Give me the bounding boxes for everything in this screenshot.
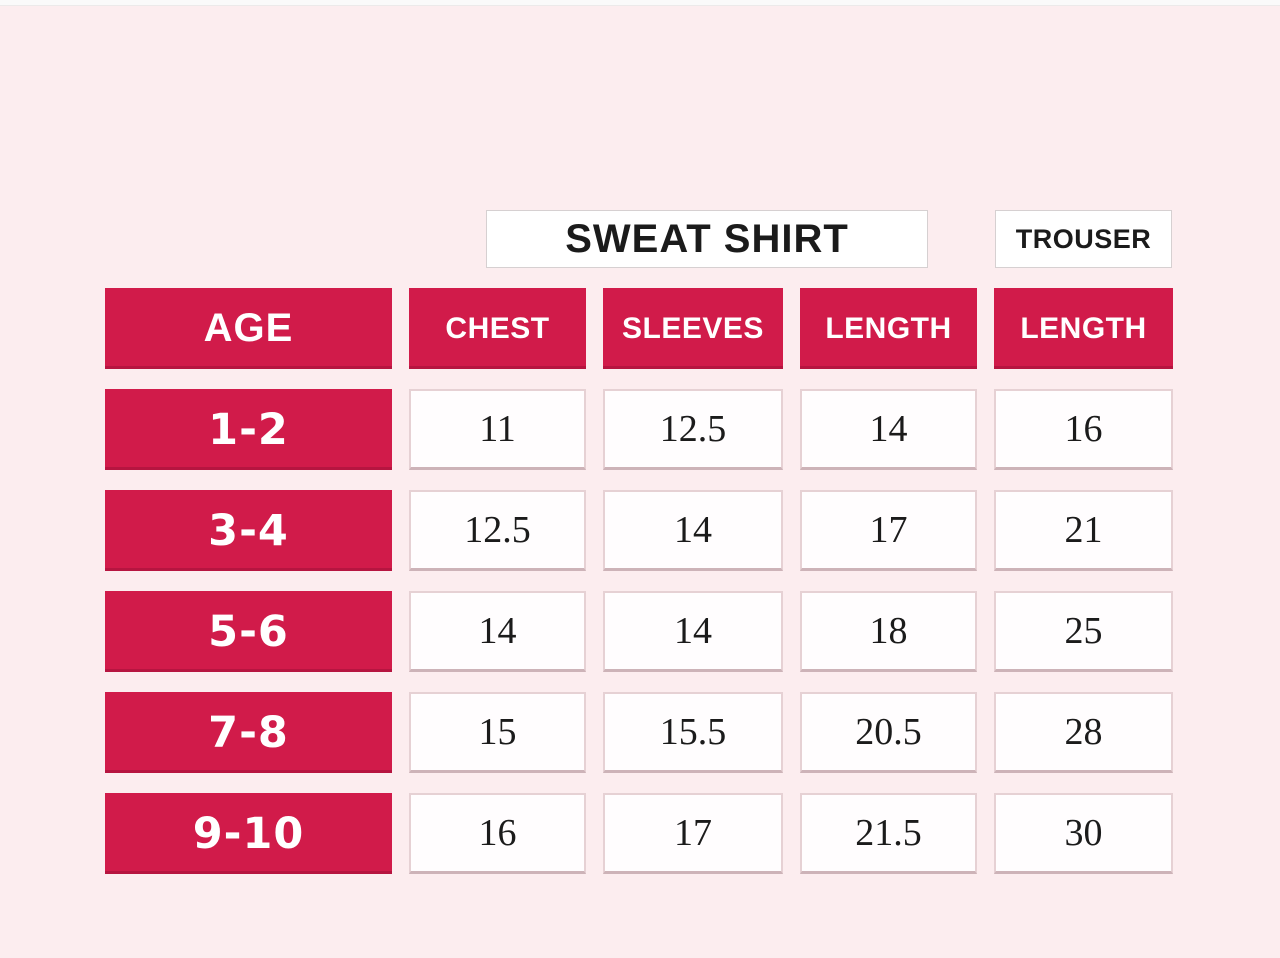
size-value-cell: 21.5 — [800, 793, 977, 874]
size-value-cell: 14 — [603, 490, 783, 571]
age-row-label: 5-6 — [105, 591, 392, 672]
size-value-cell: 16 — [994, 389, 1173, 470]
size-value-cell: 20.5 — [800, 692, 977, 773]
size-value-cell: 11 — [409, 389, 586, 470]
top-edge-strip — [0, 0, 1280, 6]
column-header-trouser-length: LENGTH — [994, 288, 1173, 369]
column-header-age: AGE — [105, 288, 392, 369]
size-value-cell: 14 — [603, 591, 783, 672]
size-value-cell: 12.5 — [603, 389, 783, 470]
size-table: AGE CHEST SLEEVES LENGTH LENGTH 1-2 11 1… — [105, 288, 1173, 874]
trouser-group-header: TROUSER — [995, 210, 1172, 268]
column-header-sleeves: SLEEVES — [603, 288, 783, 369]
size-value-cell: 14 — [409, 591, 586, 672]
size-value-cell: 17 — [603, 793, 783, 874]
age-row-label: 7-8 — [105, 692, 392, 773]
size-value-cell: 25 — [994, 591, 1173, 672]
size-value-cell: 16 — [409, 793, 586, 874]
sweat-shirt-group-header: SWEAT SHIRT — [486, 210, 928, 268]
size-value-cell: 12.5 — [409, 490, 586, 571]
size-value-cell: 15 — [409, 692, 586, 773]
size-value-cell: 30 — [994, 793, 1173, 874]
age-row-label: 3-4 — [105, 490, 392, 571]
size-value-cell: 18 — [800, 591, 977, 672]
size-value-cell: 21 — [994, 490, 1173, 571]
size-value-cell: 15.5 — [603, 692, 783, 773]
size-value-cell: 14 — [800, 389, 977, 470]
size-value-cell: 17 — [800, 490, 977, 571]
column-header-chest: CHEST — [409, 288, 586, 369]
size-value-cell: 28 — [994, 692, 1173, 773]
column-header-length: LENGTH — [800, 288, 977, 369]
age-row-label: 1-2 — [105, 389, 392, 470]
age-row-label: 9-10 — [105, 793, 392, 874]
